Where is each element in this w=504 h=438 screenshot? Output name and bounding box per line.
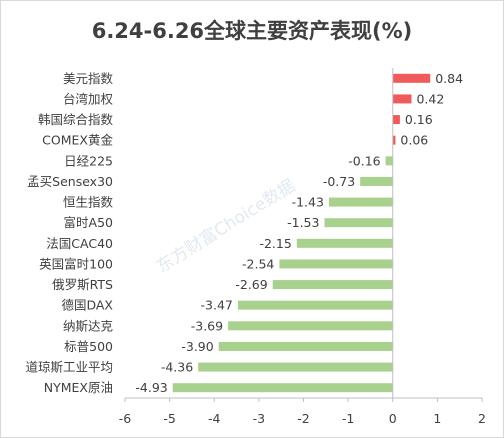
category-label: 韩国综合指数 [38, 112, 114, 127]
value-label: -3.69 [191, 318, 223, 333]
x-tick-label: 2 [478, 411, 486, 426]
bar [279, 259, 393, 269]
bar [360, 176, 393, 186]
axes-group: -6 -5 -4 -3 -2 -1 0 1 2 [119, 68, 486, 426]
x-tick-label: 0 [389, 411, 397, 426]
category-label: COMEX黄金 [42, 133, 113, 148]
category-label: 富时A50 [64, 215, 114, 230]
bar [392, 73, 431, 83]
category-label: 孟买Sensex30 [27, 174, 113, 189]
x-tick-label: -6 [119, 411, 132, 426]
bar [392, 135, 396, 145]
value-label: -1.53 [287, 215, 319, 230]
x-tick-label: -4 [208, 411, 221, 426]
x-tick-label: -5 [163, 411, 175, 426]
bar [218, 341, 393, 351]
bar [324, 218, 393, 228]
value-label: -0.16 [348, 153, 380, 168]
watermark: 东方财富Choice数据 [153, 176, 299, 278]
bars-group: 美元指数 0.84 台湾加权 0.42 韩国综合指数 0.16 COMEX黄金 0.06 日经2… [25, 71, 463, 395]
bar [172, 383, 393, 393]
category-label: 恒生指数 [63, 195, 114, 210]
bar [385, 156, 393, 166]
value-label: -2.54 [242, 256, 274, 271]
category-label: 美元指数 [63, 71, 114, 86]
value-label: 0.06 [400, 133, 428, 148]
x-tick-label: 1 [433, 411, 441, 426]
category-label: 纳斯达克 [63, 318, 113, 333]
bar [272, 280, 393, 290]
bar [392, 115, 400, 125]
value-label: -3.47 [201, 298, 233, 313]
category-label: 台湾加权 [63, 91, 114, 106]
value-label: -4.36 [161, 360, 193, 375]
value-label: -3.90 [181, 339, 213, 354]
value-label: -2.15 [259, 236, 291, 251]
watermark-text: 东方财富Choice数据 [153, 176, 299, 278]
bar [392, 94, 412, 104]
x-tick-label: -1 [342, 411, 354, 426]
category-label: 英国富时100 [39, 256, 113, 271]
category-label: 道琼斯工业平均 [25, 360, 113, 375]
bar [228, 321, 393, 331]
bar [198, 362, 393, 372]
value-label: -0.73 [323, 174, 355, 189]
bar [328, 197, 393, 207]
category-label: 俄罗斯RTS [52, 277, 113, 292]
value-label: 0.84 [435, 71, 463, 86]
bar [296, 238, 393, 248]
x-tick-label: -2 [297, 411, 309, 426]
category-label: 日经225 [64, 153, 113, 168]
value-label: 0.16 [405, 112, 433, 127]
chart-title: 6.24-6.26全球主要资产表现(%) [91, 19, 413, 43]
bar [237, 300, 393, 310]
value-label: -2.69 [235, 277, 267, 292]
category-label: 德国DAX [61, 298, 113, 313]
x-tick-label: -3 [253, 411, 265, 426]
value-label: -1.43 [292, 195, 324, 210]
category-label: NYMEX原油 [44, 380, 113, 395]
value-label: 0.42 [416, 91, 444, 106]
category-label: 标普500 [64, 339, 113, 354]
category-label: 法国CAC40 [46, 236, 113, 251]
value-label: -4.93 [135, 380, 167, 395]
